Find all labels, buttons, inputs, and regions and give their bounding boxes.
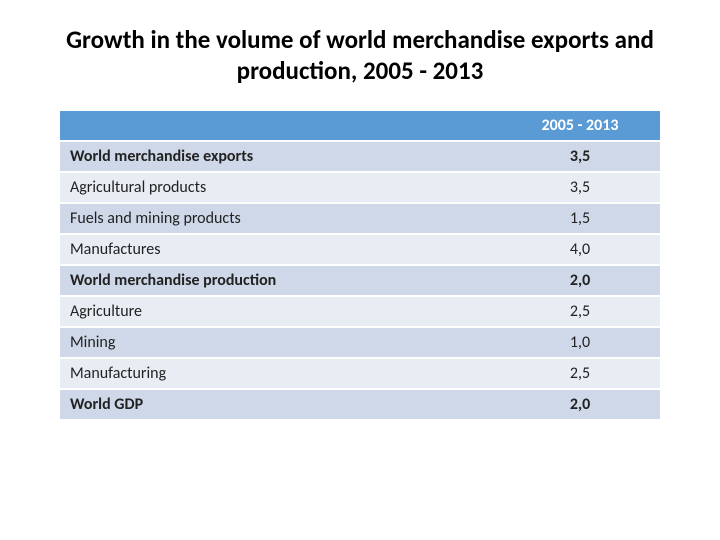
row-label: World merchandise exports — [60, 141, 500, 172]
table-body: World merchandise exports3,5Agricultural… — [60, 141, 660, 420]
row-value: 2,0 — [500, 265, 660, 296]
row-label: Agricultural products — [60, 172, 500, 203]
table-row: World merchandise exports3,5 — [60, 141, 660, 172]
row-value: 2,0 — [500, 389, 660, 420]
table-row: Fuels and mining products1,5 — [60, 203, 660, 234]
row-value: 4,0 — [500, 234, 660, 265]
row-label: Fuels and mining products — [60, 203, 500, 234]
data-table: 2005 - 2013 World merchandise exports3,5… — [60, 111, 660, 421]
table-header-value: 2005 - 2013 — [500, 111, 660, 141]
row-value: 1,0 — [500, 327, 660, 358]
row-label: Manufacturing — [60, 358, 500, 389]
table-header-label — [60, 111, 500, 141]
row-label: Agriculture — [60, 296, 500, 327]
row-label: World GDP — [60, 389, 500, 420]
row-value: 3,5 — [500, 172, 660, 203]
row-value: 3,5 — [500, 141, 660, 172]
table-header-row: 2005 - 2013 — [60, 111, 660, 141]
page-title: Growth in the volume of world merchandis… — [60, 24, 660, 87]
table-row: Agricultural products3,5 — [60, 172, 660, 203]
row-value: 2,5 — [500, 358, 660, 389]
table-row: World GDP2,0 — [60, 389, 660, 420]
table-row: Manufactures4,0 — [60, 234, 660, 265]
table-row: Mining1,0 — [60, 327, 660, 358]
row-value: 2,5 — [500, 296, 660, 327]
row-label: Mining — [60, 327, 500, 358]
row-label: World merchandise production — [60, 265, 500, 296]
row-label: Manufactures — [60, 234, 500, 265]
row-value: 1,5 — [500, 203, 660, 234]
table-row: World merchandise production2,0 — [60, 265, 660, 296]
table-row: Manufacturing2,5 — [60, 358, 660, 389]
table-row: Agriculture2,5 — [60, 296, 660, 327]
